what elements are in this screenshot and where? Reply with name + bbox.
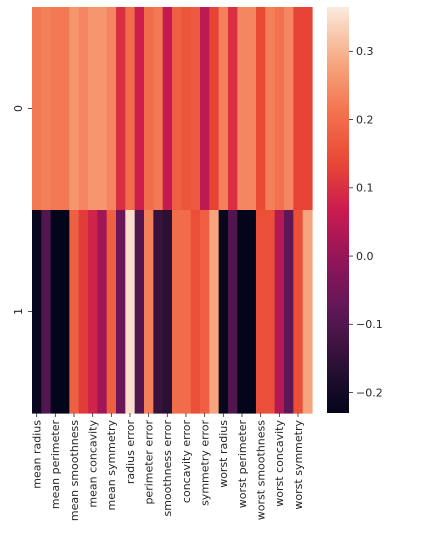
heatmap-cell: [60, 210, 70, 414]
x-tick-label: concavity error: [180, 420, 193, 504]
heatmap-cell: [228, 7, 238, 211]
heatmap-cell: [153, 7, 164, 211]
heatmap-cell: [293, 7, 304, 211]
colorbar: [327, 7, 349, 413]
heatmap-cell: [302, 7, 313, 211]
heatmap-cell: [50, 210, 61, 414]
heatmap-cell: [209, 7, 220, 211]
x-tick-label: worst radius: [217, 420, 230, 488]
colorbar-tick-label: −0.1: [356, 318, 383, 331]
heatmap-cell: [32, 210, 42, 414]
heatmap-cell: [237, 7, 248, 211]
heatmap-cell: [218, 7, 229, 211]
heatmap-cell: [153, 210, 164, 414]
heatmap-cell: [106, 210, 117, 414]
x-tick-label: worst smoothness: [255, 420, 268, 520]
colorbar-ticks: 0.3 0.2 0.1 0.0 −0.1 −0.2: [349, 45, 383, 399]
heatmap-cells: [32, 7, 313, 414]
heatmap-cell: [69, 210, 80, 414]
heatmap-cell: [125, 210, 136, 414]
colorbar-tick-label: 0.1: [356, 182, 374, 195]
heatmap-cell: [246, 7, 257, 211]
heatmap-cell: [50, 7, 61, 211]
y-axis: 01: [12, 105, 32, 315]
heatmap-cell: [284, 210, 294, 414]
heatmap-cell: [284, 7, 294, 211]
heatmap-cell: [106, 7, 117, 211]
x-tick-label: worst concavity: [273, 420, 286, 507]
heatmap-cell: [181, 210, 192, 414]
heatmap-cell: [116, 7, 126, 211]
heatmap-cell: [181, 7, 192, 211]
heatmap-cell: [265, 7, 276, 211]
heatmap-cell: [218, 210, 229, 414]
heatmap-cell: [274, 7, 285, 211]
y-tick-label: 0: [12, 105, 25, 112]
heatmap-cell: [302, 210, 313, 414]
x-tick-label: symmetry error: [199, 420, 212, 506]
heatmap-cell: [116, 210, 126, 414]
heatmap-cell: [256, 7, 266, 211]
heatmap-cell: [97, 7, 108, 211]
heatmap-cell: [97, 210, 108, 414]
heatmap-cell: [78, 210, 89, 414]
heatmap-cell: [134, 7, 145, 211]
colorbar-tick-label: 0.0: [356, 250, 374, 263]
x-tick-label: radius error: [124, 420, 137, 485]
x-tick-label: worst symmetry: [292, 420, 305, 510]
heatmap-cell: [190, 7, 201, 211]
heatmap-cell: [200, 210, 210, 414]
heatmap-cell: [200, 7, 210, 211]
heatmap-cell: [32, 7, 42, 211]
heatmap-cell: [88, 7, 98, 211]
x-tick-label: smoothness error: [161, 420, 174, 517]
heatmap-cell: [162, 7, 173, 211]
x-tick-label: mean radius: [31, 420, 44, 489]
heatmap-cell: [69, 7, 80, 211]
x-tick-label: mean smoothness: [68, 420, 81, 521]
heatmap-cell: [209, 210, 220, 414]
x-tick-label: worst perimeter: [236, 420, 249, 509]
heatmap-cell: [60, 7, 70, 211]
heatmap-cell: [78, 7, 89, 211]
colorbar-tick-label: −0.2: [356, 386, 383, 399]
heatmap-cell: [41, 7, 52, 211]
heatmap-cell: [134, 210, 145, 414]
heatmap-cell: [162, 210, 173, 414]
heatmap-cell: [265, 210, 276, 414]
heatmap-cell: [172, 7, 182, 211]
y-tick-label: 1: [12, 308, 25, 315]
heatmap-cell: [293, 210, 304, 414]
heatmap-cell: [125, 7, 136, 211]
heatmap-cell: [228, 210, 238, 414]
x-tick-label: mean perimeter: [49, 420, 62, 510]
heatmap-cell: [144, 210, 154, 414]
x-tick-label: mean concavity: [87, 420, 100, 508]
heatmap-cell: [256, 210, 266, 414]
colorbar-tick-label: 0.3: [356, 45, 374, 58]
heatmap-cell: [144, 7, 154, 211]
heatmap-cell: [190, 210, 201, 414]
heatmap-cell: [41, 210, 52, 414]
heatmap-cell: [172, 210, 182, 414]
heatmap-cell: [88, 210, 98, 414]
x-tick-label: perimeter error: [143, 420, 156, 505]
heatmap-cell: [237, 210, 248, 414]
heatmap-cell: [246, 210, 257, 414]
x-tick-label: mean symmetry: [105, 420, 118, 511]
colorbar-gradient: [327, 7, 349, 413]
colorbar-tick-label: 0.2: [356, 113, 374, 126]
heatmap-cell: [274, 210, 285, 414]
x-axis: mean radius mean perimeter mean smoothness…: [31, 413, 305, 521]
